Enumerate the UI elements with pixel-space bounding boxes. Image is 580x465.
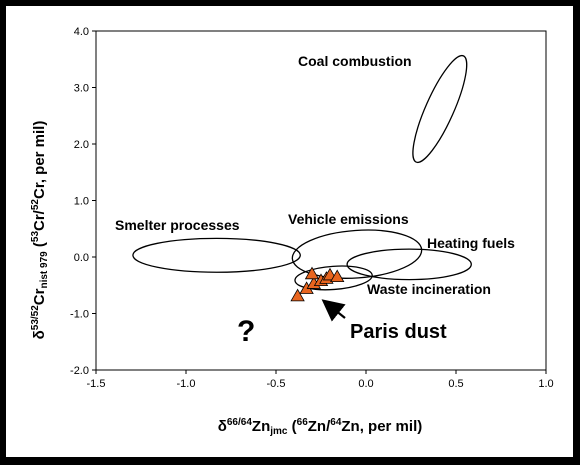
x-tick-label: 1.0: [538, 378, 553, 390]
ellipse-smelter-processes: [132, 237, 301, 273]
y-tick-label: 2.0: [74, 139, 89, 151]
label-paris-dust: Paris dust: [350, 321, 447, 343]
ellipse-waste-incineration: [294, 265, 373, 291]
label-heating-fuels: Heating fuels: [427, 235, 515, 251]
ellipse-heating-fuels: [346, 248, 472, 281]
paris-dust-points: [290, 266, 345, 302]
y-tick-label: 4.0: [74, 26, 89, 38]
x-tick-label: 0.0: [358, 378, 373, 390]
paris-dust-point: [290, 288, 305, 302]
x-tick-label: -0.5: [267, 378, 286, 390]
label-smelter-processes: Smelter processes: [115, 217, 240, 233]
x-tick-label: 0.5: [448, 378, 463, 390]
axis-titles: δ66/64Znjmc (66Zn/64Zn, per mil) δ53/52C…: [30, 121, 422, 437]
annotations: Coal combustion Smelter processes Vehicl…: [115, 53, 515, 348]
paris-dust-point: [304, 266, 320, 280]
ellipse-coal-combustion: [412, 54, 468, 164]
y-tick-label: -2.0: [70, 365, 89, 377]
x-tick-label: -1.5: [87, 378, 106, 390]
source-fields: [132, 54, 472, 291]
paris-dust-arrow: [321, 299, 346, 322]
paris-dust-point: [330, 269, 345, 283]
y-tick-label: 0.0: [74, 252, 89, 264]
question-mark: ?: [237, 315, 255, 348]
label-waste-incineration: Waste incineration: [367, 281, 491, 297]
y-tick-label: 1.0: [74, 196, 89, 208]
plot-area: [95, 30, 547, 371]
x-axis-label: δ66/64Znjmc (66Zn/64Zn, per mil): [218, 417, 422, 437]
label-coal-combustion: Coal combustion: [298, 53, 412, 69]
y-axis-label: δ53/52Crnist 979 (53Cr/52Cr, per mil): [30, 121, 50, 340]
axes: -1.5 -1.0 -0.5 0.0 0.5 1.0 -2.0 -1.0 0.0 1.0 2.0 3.…: [70, 26, 554, 390]
y-tick-label: -1.0: [70, 309, 89, 321]
y-tick-label: 3.0: [74, 83, 89, 95]
x-tick-label: -1.0: [177, 378, 196, 390]
label-vehicle-emissions: Vehicle emissions: [288, 211, 409, 227]
